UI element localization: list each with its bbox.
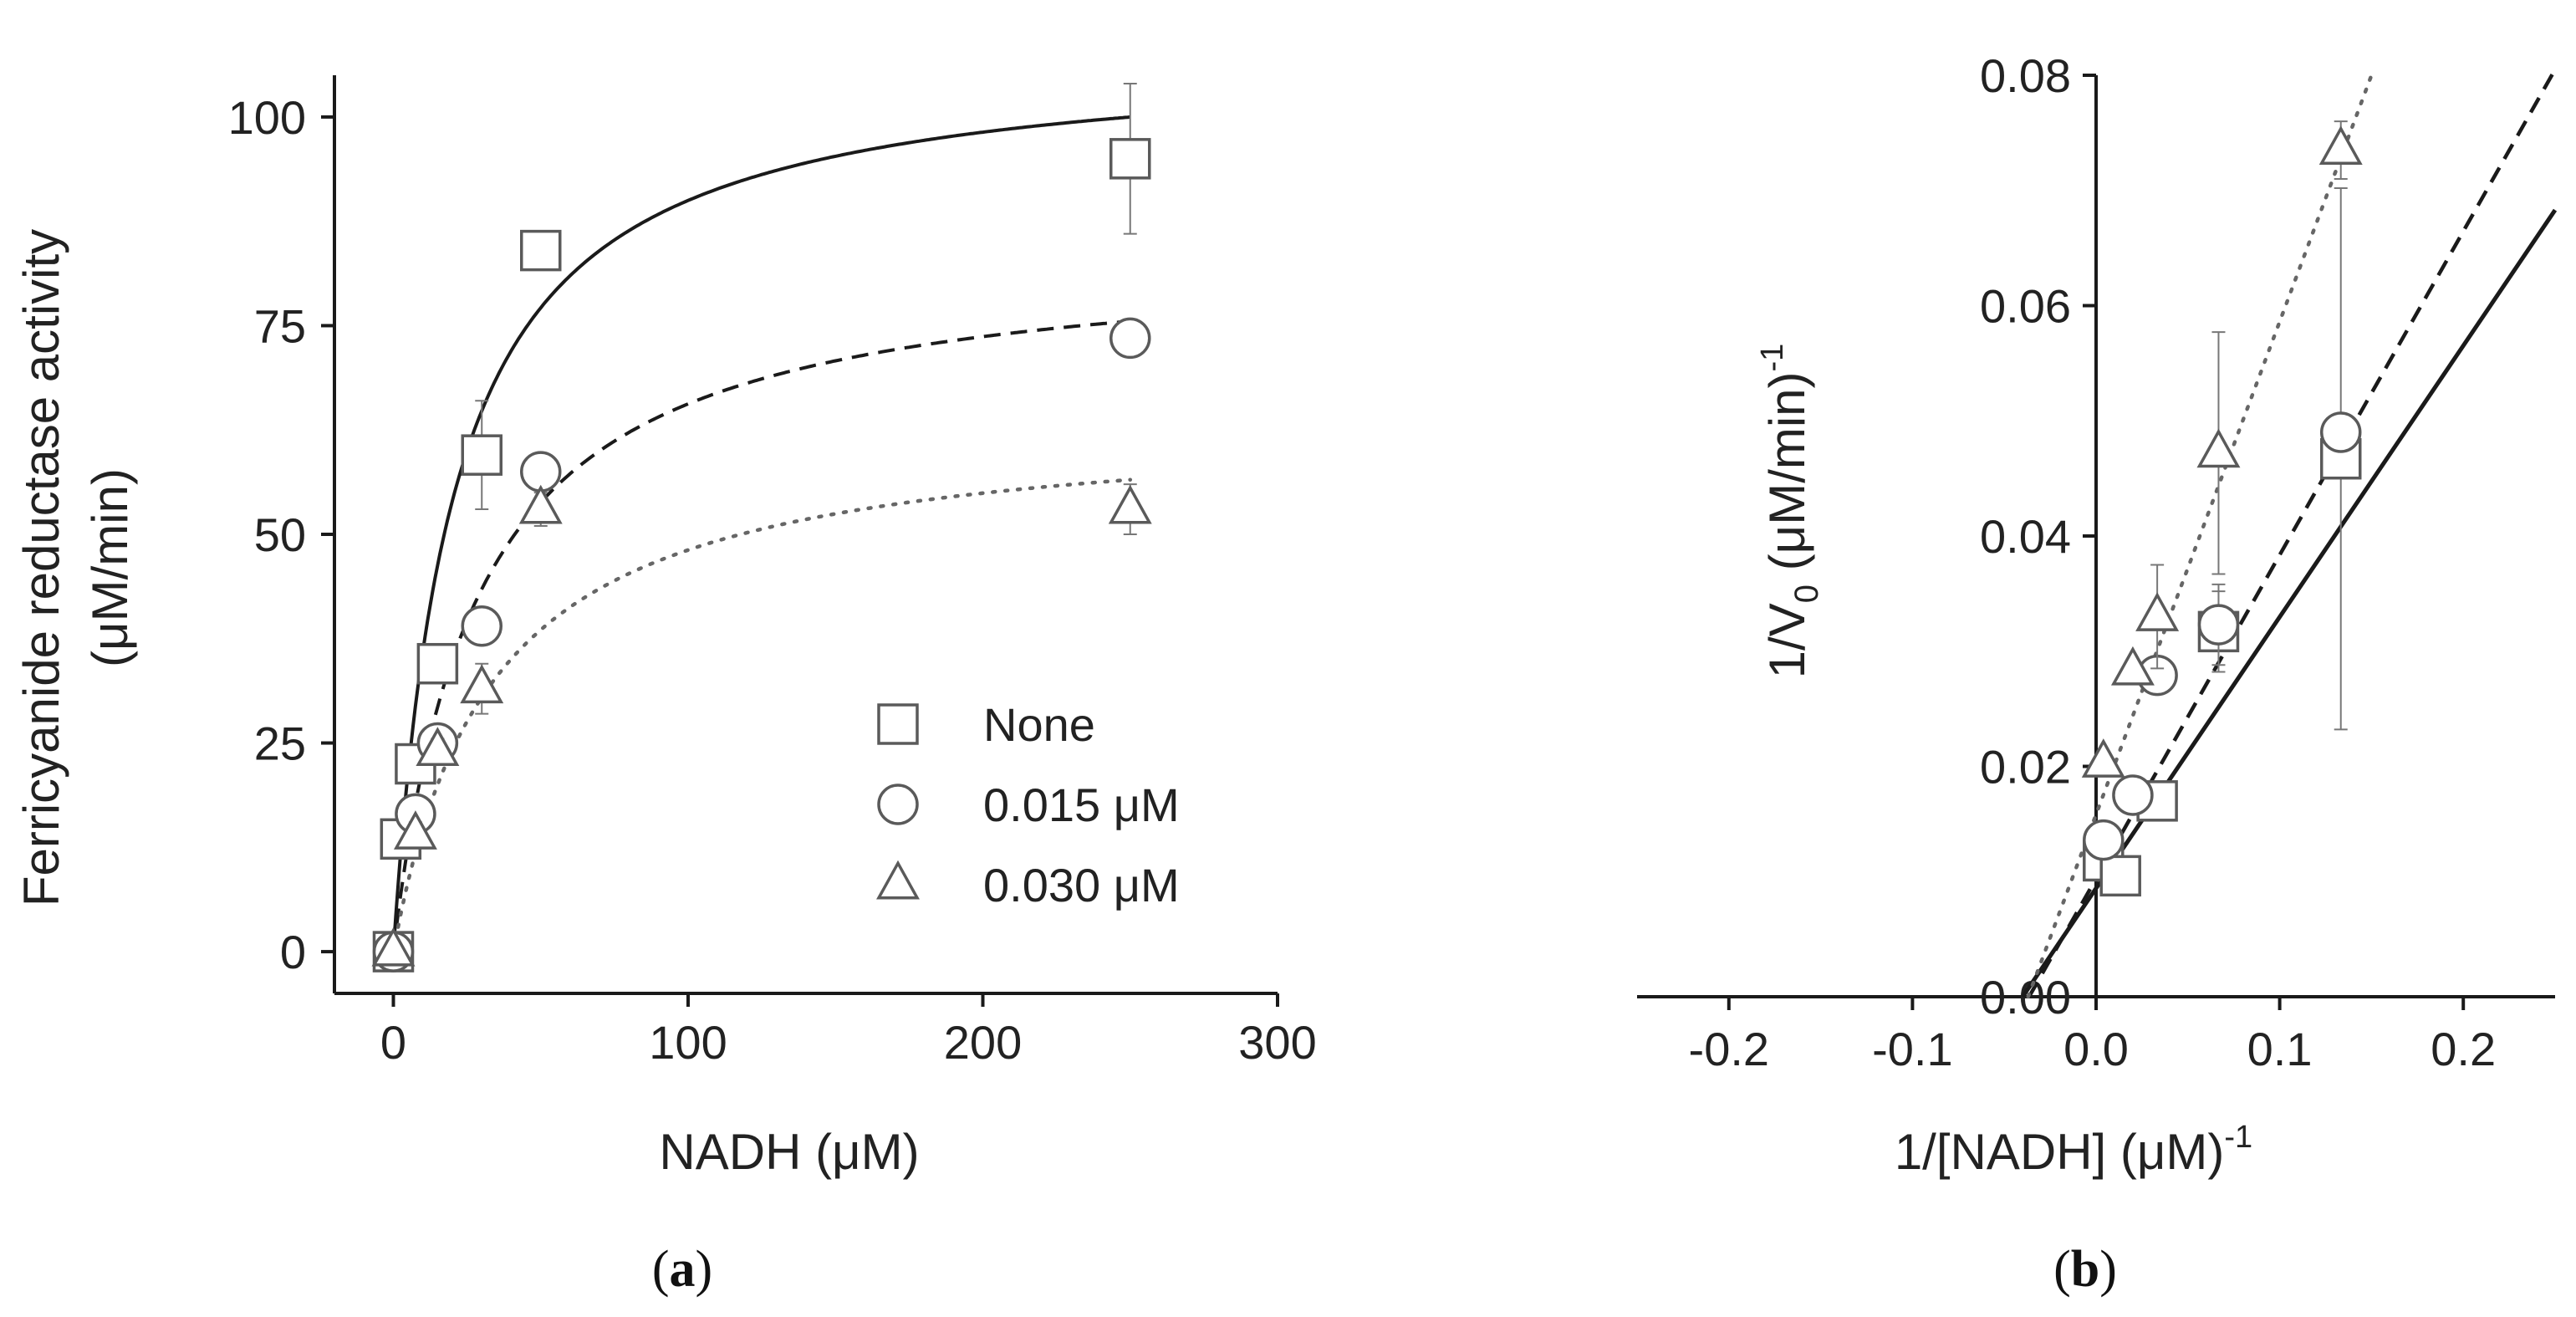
fit-line-triangle — [2026, 73, 2374, 999]
data-point — [518, 484, 563, 524]
x-tick-label: 0.1 — [2247, 1023, 2313, 1075]
x-axis-label: NADH (μM) — [659, 1124, 919, 1180]
data-point — [416, 642, 459, 685]
series-triangle — [371, 483, 1152, 967]
y-tick-label: 0.08 — [1980, 49, 2071, 102]
y-tick-label: 0.00 — [1980, 971, 2071, 1023]
legend: None 0.015 μM 0.030 μM — [876, 698, 1180, 911]
panel-b-caption: (b) — [2053, 1241, 2117, 1298]
x-axis-label: 1/[NADH] (μM)-1 — [1895, 1120, 2252, 1180]
data-point — [2083, 819, 2125, 861]
x-axis-label-superscript: -1 — [2224, 1120, 2252, 1155]
x-tick-label: 0.0 — [2063, 1023, 2129, 1075]
y-tick-label: 0.04 — [1980, 510, 2071, 563]
legend-marker-square — [877, 703, 919, 745]
data-point — [2318, 125, 2363, 166]
fit-curve-square — [391, 115, 1130, 952]
data-point — [461, 434, 502, 476]
legend-label: None — [983, 698, 1095, 751]
y-axis-label-line1: Ferricyanide reductase activity — [13, 229, 69, 906]
panel-b-chart: -0.2 -0.1 0.0 0.1 0.2 0.00 0.02 0.04 0.06 0.08 1/[… — [1637, 49, 2558, 1180]
data-point — [2135, 592, 2180, 631]
data-point — [2112, 774, 2154, 816]
data-point — [1109, 138, 1151, 180]
legend-marker-triangle — [876, 860, 920, 900]
data-point — [2110, 646, 2155, 686]
x-tick-label: 0.2 — [2431, 1023, 2496, 1075]
x-tick-label: 0 — [380, 1016, 406, 1069]
data-point — [2081, 738, 2125, 778]
series-circle — [2083, 411, 2362, 861]
y-axis-label-superscript: -1 — [1755, 344, 1790, 372]
legend-label: 0.030 μM — [983, 859, 1180, 911]
data-point — [460, 664, 504, 704]
y-axis-label-rest: (μM/min) — [1759, 371, 1815, 584]
x-tick-label: -0.1 — [1872, 1023, 1953, 1075]
y-tick-label: 50 — [254, 508, 306, 561]
data-point — [2099, 855, 2141, 897]
x-axis-label-main: 1/[NADH] (μM) — [1895, 1124, 2225, 1180]
x-tick-label: 300 — [1238, 1016, 1316, 1069]
y-axis-label: 1/V0 (μM/min)-1 — [1755, 344, 1825, 679]
y-tick-label: 0.02 — [1980, 741, 2071, 794]
x-tick-label: -0.2 — [1689, 1023, 1770, 1075]
data-point — [461, 605, 502, 647]
legend-label: 0.015 μM — [983, 778, 1180, 831]
y-tick-label: 100 — [228, 91, 306, 144]
y-tick-label: 0 — [280, 926, 306, 978]
data-point — [1108, 484, 1152, 524]
data-point — [2196, 428, 2241, 468]
y-axis-label-main: 1/V — [1759, 603, 1815, 678]
y-axis-label-line2: (μM/min) — [82, 468, 138, 667]
data-point — [1109, 317, 1151, 360]
panel-a-chart: 0 100 200 300 0 25 50 75 100 NADH (μM) Ferricyanid… — [13, 75, 1317, 1180]
y-tick-label: 0.06 — [1980, 280, 2071, 333]
y-tick-label: 25 — [254, 717, 306, 770]
x-tick-label: 100 — [649, 1016, 727, 1069]
data-point — [393, 810, 437, 850]
y-tick-label: 75 — [254, 299, 306, 352]
data-point — [2197, 604, 2240, 646]
data-point — [2319, 411, 2362, 453]
panel-a-caption: (a) — [652, 1241, 712, 1298]
y-axis-label-subscript: 0 — [1788, 584, 1825, 603]
legend-marker-circle — [877, 784, 919, 825]
series-triangle — [2081, 120, 2363, 778]
x-tick-label: 200 — [944, 1016, 1022, 1069]
fit-curve-triangle — [391, 477, 1133, 954]
fit-curve-circle — [391, 319, 1130, 952]
data-point — [371, 926, 416, 967]
data-point — [416, 727, 460, 767]
fit-line-circle — [2027, 69, 2557, 998]
data-point — [520, 229, 562, 272]
series-square — [372, 82, 1151, 972]
